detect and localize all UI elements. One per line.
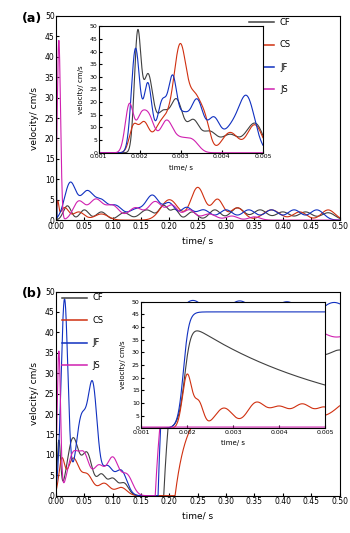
Text: JS: JS — [280, 85, 288, 94]
Text: (a): (a) — [22, 12, 42, 25]
Text: (b): (b) — [22, 287, 43, 301]
Y-axis label: velocity/ cm/s: velocity/ cm/s — [30, 86, 39, 150]
X-axis label: time/ s: time/ s — [182, 512, 213, 521]
Text: JF: JF — [280, 62, 287, 71]
Text: JS: JS — [93, 360, 100, 369]
Text: CF: CF — [93, 293, 104, 302]
X-axis label: time/ s: time/ s — [182, 236, 213, 245]
Y-axis label: velocity/ cm/s: velocity/ cm/s — [30, 362, 39, 425]
Text: CS: CS — [280, 40, 291, 49]
Text: JF: JF — [93, 338, 100, 347]
Text: CF: CF — [280, 18, 291, 27]
Text: CS: CS — [93, 316, 104, 325]
